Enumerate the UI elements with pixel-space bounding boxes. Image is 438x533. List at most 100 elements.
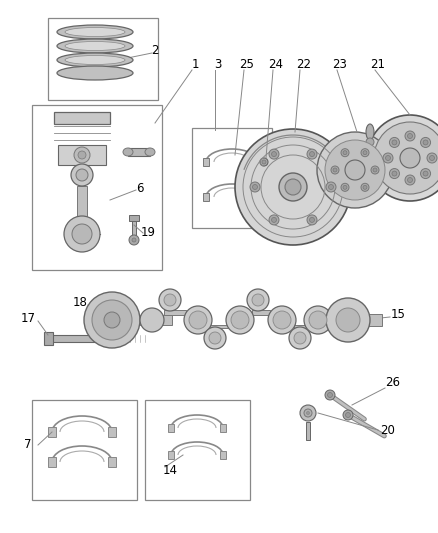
Ellipse shape bbox=[57, 25, 133, 39]
Circle shape bbox=[343, 410, 353, 420]
Ellipse shape bbox=[336, 308, 360, 332]
Circle shape bbox=[159, 289, 181, 311]
Text: 24: 24 bbox=[268, 59, 283, 71]
Text: 7: 7 bbox=[24, 439, 32, 451]
Circle shape bbox=[420, 138, 431, 148]
Circle shape bbox=[331, 166, 339, 174]
Circle shape bbox=[392, 171, 397, 176]
Circle shape bbox=[392, 140, 397, 145]
Circle shape bbox=[252, 184, 258, 190]
Text: 15: 15 bbox=[391, 309, 406, 321]
Bar bbox=[108, 427, 116, 437]
Circle shape bbox=[328, 184, 333, 190]
Bar bbox=[168, 424, 174, 432]
Bar bbox=[140, 315, 172, 325]
Circle shape bbox=[129, 235, 139, 245]
Circle shape bbox=[346, 413, 350, 417]
Circle shape bbox=[427, 153, 437, 163]
Ellipse shape bbox=[231, 311, 249, 329]
Ellipse shape bbox=[235, 129, 351, 245]
Ellipse shape bbox=[279, 173, 307, 201]
Bar bbox=[54, 112, 110, 124]
Ellipse shape bbox=[325, 140, 385, 200]
Circle shape bbox=[363, 151, 367, 155]
Ellipse shape bbox=[84, 292, 140, 348]
Bar bbox=[58, 145, 106, 165]
Circle shape bbox=[373, 168, 377, 172]
Circle shape bbox=[341, 149, 349, 157]
Circle shape bbox=[272, 217, 276, 222]
Bar bbox=[220, 451, 226, 459]
Bar bbox=[128, 148, 150, 156]
Ellipse shape bbox=[285, 179, 301, 195]
Circle shape bbox=[269, 215, 279, 225]
Circle shape bbox=[74, 147, 90, 163]
Ellipse shape bbox=[145, 148, 155, 156]
Ellipse shape bbox=[309, 311, 327, 329]
Bar bbox=[203, 193, 209, 201]
Circle shape bbox=[260, 158, 268, 166]
Ellipse shape bbox=[65, 55, 125, 64]
Circle shape bbox=[407, 177, 413, 182]
Text: 23: 23 bbox=[332, 59, 347, 71]
Circle shape bbox=[430, 156, 434, 160]
Circle shape bbox=[78, 151, 86, 159]
Text: 18: 18 bbox=[73, 295, 88, 309]
Text: 6: 6 bbox=[136, 182, 144, 195]
Circle shape bbox=[389, 138, 399, 148]
Circle shape bbox=[389, 168, 399, 179]
Circle shape bbox=[383, 153, 393, 163]
Circle shape bbox=[405, 131, 415, 141]
Text: 25: 25 bbox=[240, 59, 254, 71]
Ellipse shape bbox=[268, 306, 296, 334]
Ellipse shape bbox=[65, 28, 125, 36]
Polygon shape bbox=[252, 310, 270, 315]
Circle shape bbox=[247, 289, 269, 311]
Ellipse shape bbox=[65, 42, 125, 51]
Circle shape bbox=[76, 169, 88, 181]
Bar bbox=[203, 158, 209, 166]
Bar bbox=[255, 193, 261, 201]
Ellipse shape bbox=[374, 122, 438, 194]
Polygon shape bbox=[164, 310, 186, 315]
Circle shape bbox=[300, 405, 316, 421]
Circle shape bbox=[405, 175, 415, 185]
Circle shape bbox=[423, 140, 428, 145]
Text: 17: 17 bbox=[21, 311, 35, 325]
Circle shape bbox=[361, 183, 369, 191]
Text: 1: 1 bbox=[191, 59, 199, 71]
Ellipse shape bbox=[345, 160, 365, 180]
Circle shape bbox=[204, 327, 226, 349]
Circle shape bbox=[272, 151, 276, 157]
Bar bbox=[48, 335, 100, 342]
Ellipse shape bbox=[123, 148, 133, 156]
Circle shape bbox=[423, 171, 428, 176]
Circle shape bbox=[307, 149, 317, 159]
Circle shape bbox=[209, 332, 221, 344]
Bar bbox=[32, 400, 137, 500]
Text: 22: 22 bbox=[297, 59, 311, 71]
Bar bbox=[48, 457, 56, 467]
Bar bbox=[145, 400, 250, 500]
Bar bbox=[32, 105, 162, 270]
Circle shape bbox=[420, 168, 431, 179]
Circle shape bbox=[97, 332, 111, 345]
Ellipse shape bbox=[366, 124, 374, 140]
Circle shape bbox=[164, 294, 176, 306]
Ellipse shape bbox=[57, 39, 133, 53]
Text: 2: 2 bbox=[151, 44, 159, 56]
Circle shape bbox=[343, 185, 347, 189]
Text: 14: 14 bbox=[162, 464, 177, 477]
Text: 3: 3 bbox=[214, 59, 222, 71]
Circle shape bbox=[363, 185, 367, 189]
Circle shape bbox=[326, 182, 336, 192]
Ellipse shape bbox=[57, 66, 133, 80]
Circle shape bbox=[307, 411, 310, 415]
Ellipse shape bbox=[57, 53, 133, 67]
Ellipse shape bbox=[184, 306, 212, 334]
Circle shape bbox=[325, 390, 335, 400]
Circle shape bbox=[341, 183, 349, 191]
Circle shape bbox=[343, 151, 347, 155]
Text: 26: 26 bbox=[385, 376, 400, 390]
Circle shape bbox=[132, 238, 136, 242]
